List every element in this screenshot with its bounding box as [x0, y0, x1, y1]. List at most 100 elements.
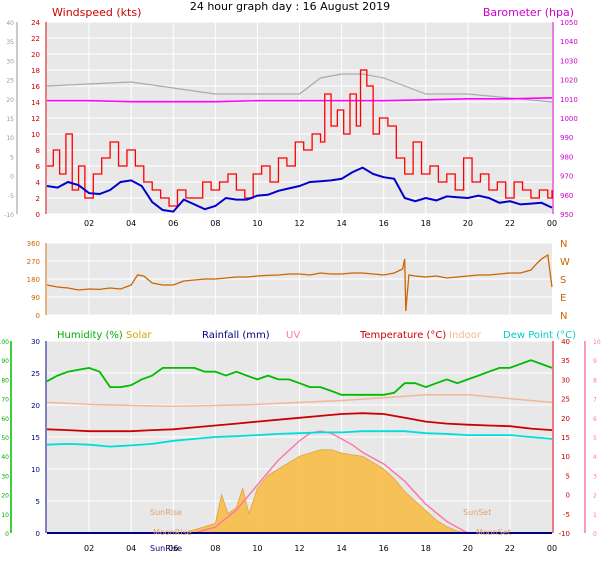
humidity-tick-label: 50	[1, 435, 9, 442]
hour-tick-label: 04	[126, 219, 136, 228]
uv-tick-label: 2	[593, 493, 597, 500]
wind-tick-label: 0	[36, 211, 40, 219]
uv-tick-label: 7	[593, 397, 597, 404]
hour-tick-label: 14	[336, 219, 346, 228]
uv-tick-label: 8	[593, 377, 597, 384]
temperature-tick-label: 40	[561, 338, 570, 346]
hour-tick-label: 10	[252, 544, 262, 553]
hour-tick-label: 00	[547, 544, 557, 553]
rainfall-tick-label: 30	[31, 338, 40, 346]
wind-series	[46, 69, 553, 213]
rainfall-tick-label: 5	[36, 498, 40, 506]
barometer-tick-label: 980	[560, 153, 573, 161]
compass-label: N	[560, 239, 567, 250]
wind-tick-label: 12	[31, 115, 40, 123]
compass-label: W	[560, 257, 570, 268]
moonset-label: MoonSet	[476, 528, 511, 537]
gust-tick-label: 20	[6, 97, 14, 104]
temperature-tick-label: 0	[566, 492, 570, 500]
direction-tick-label: 90	[31, 294, 40, 302]
wind-average-line	[46, 166, 553, 213]
compass-label: N	[560, 311, 567, 322]
humidity-tick-label: 30	[1, 473, 9, 480]
barometer-line	[47, 97, 553, 103]
uv-tick-label: 3	[593, 473, 597, 480]
uv-tick-label: 1	[593, 512, 597, 519]
hour-tick-label: 06	[168, 544, 178, 553]
temperature-tick-label: -10	[559, 530, 570, 538]
barometer-tick-label: 970	[560, 173, 573, 181]
hour-tick-label: 14	[336, 544, 346, 553]
solar-area	[183, 449, 468, 534]
hour-tick-label: 12	[294, 544, 304, 553]
wind-tick-label: 6	[36, 163, 41, 171]
gust-tick-label: 35	[6, 39, 14, 46]
barometer-tick-label: 1020	[560, 77, 578, 85]
wind-tick-label: 10	[31, 131, 40, 139]
gust-tick-label: 10	[6, 135, 14, 142]
wind-tick-label: 8	[36, 147, 40, 155]
hour-tick-label: 10	[252, 219, 262, 228]
windspeed-axis-label: Windspeed (kts)	[52, 6, 141, 19]
hour-tick-label: 18	[421, 219, 431, 228]
rainfall-tick-label: 0	[36, 530, 40, 538]
legend-entry: Indoor	[449, 330, 482, 341]
direction-tick-label: 360	[27, 240, 40, 248]
hour-tick-label: 08	[210, 544, 220, 553]
legend-entry: Temperature (°C)	[359, 330, 446, 341]
uv-tick-label: 5	[593, 435, 597, 442]
legend-entry: Rainfall (mm)	[202, 330, 270, 341]
compass-label: E	[560, 293, 566, 304]
rainfall-tick-label: 10	[31, 466, 40, 474]
sunrise-marker: SunRise	[150, 544, 182, 553]
legend-entry: Dew Point (°C)	[503, 330, 576, 341]
temperature-tick-label: 10	[561, 453, 570, 461]
barometer-tick-label: 990	[560, 134, 573, 142]
hour-tick-label: 02	[84, 544, 94, 553]
sun-moon-annotations: SunRise SunSet MoonRise MoonSet SunRise	[150, 508, 511, 553]
wind-tick-label: 14	[31, 99, 40, 107]
rainfall-tick-label: 15	[31, 434, 40, 442]
wind-axis-ticks: 2422201816141210864204035302520151050-5-…	[4, 19, 578, 219]
hour-tick-label: 20	[463, 219, 473, 228]
gust-tick-label: 40	[6, 20, 14, 27]
uv-tick-label: 9	[593, 358, 597, 365]
direction-series	[46, 253, 553, 312]
temperature-tick-label: 20	[561, 415, 570, 423]
barometer-tick-label: 960	[560, 192, 573, 200]
hour-tick-label: 20	[463, 544, 473, 553]
temperature-tick-label: 35	[561, 357, 570, 365]
hour-tick-label: 00	[547, 219, 557, 228]
hour-tick-label: 12	[294, 219, 304, 228]
temperature-tick-label: 30	[561, 376, 570, 384]
sunrise-label: SunRise	[150, 508, 182, 517]
gust-tick-label: 15	[6, 116, 14, 123]
wind-tick-label: 18	[31, 67, 40, 75]
direction-tick-label: 0	[36, 312, 40, 320]
wind-tick-label: 20	[31, 51, 40, 59]
hour-tick-label: 08	[210, 219, 220, 228]
rainfall-tick-label: 20	[31, 402, 40, 410]
direction-tick-label: 270	[27, 258, 40, 266]
gust-tick-label: 30	[6, 58, 14, 65]
barometer-tick-label: 1050	[560, 19, 578, 27]
uv-tick-label: 10	[593, 339, 601, 346]
gust-tick-label: 5	[10, 154, 14, 161]
barometer-tick-label: 950	[560, 211, 573, 219]
barometer-tick-label: 1000	[560, 115, 578, 123]
indoor-line	[46, 394, 553, 408]
humidity-tick-label: 70	[1, 397, 9, 404]
barometer-tick-label: 1010	[560, 96, 578, 104]
hour-tick-label: 22	[505, 219, 515, 228]
wind-gridlines	[47, 21, 552, 215]
hour-tick-label: 22	[505, 544, 515, 553]
humidity-tick-label: 100	[0, 339, 9, 346]
wind-tick-label: 22	[31, 35, 40, 43]
climate-series	[46, 359, 553, 534]
gust-tick-label: 25	[6, 78, 14, 85]
hour-tick-label: 16	[379, 219, 389, 228]
sunset-label: SunSet	[463, 508, 491, 517]
temperature-line	[46, 412, 553, 433]
